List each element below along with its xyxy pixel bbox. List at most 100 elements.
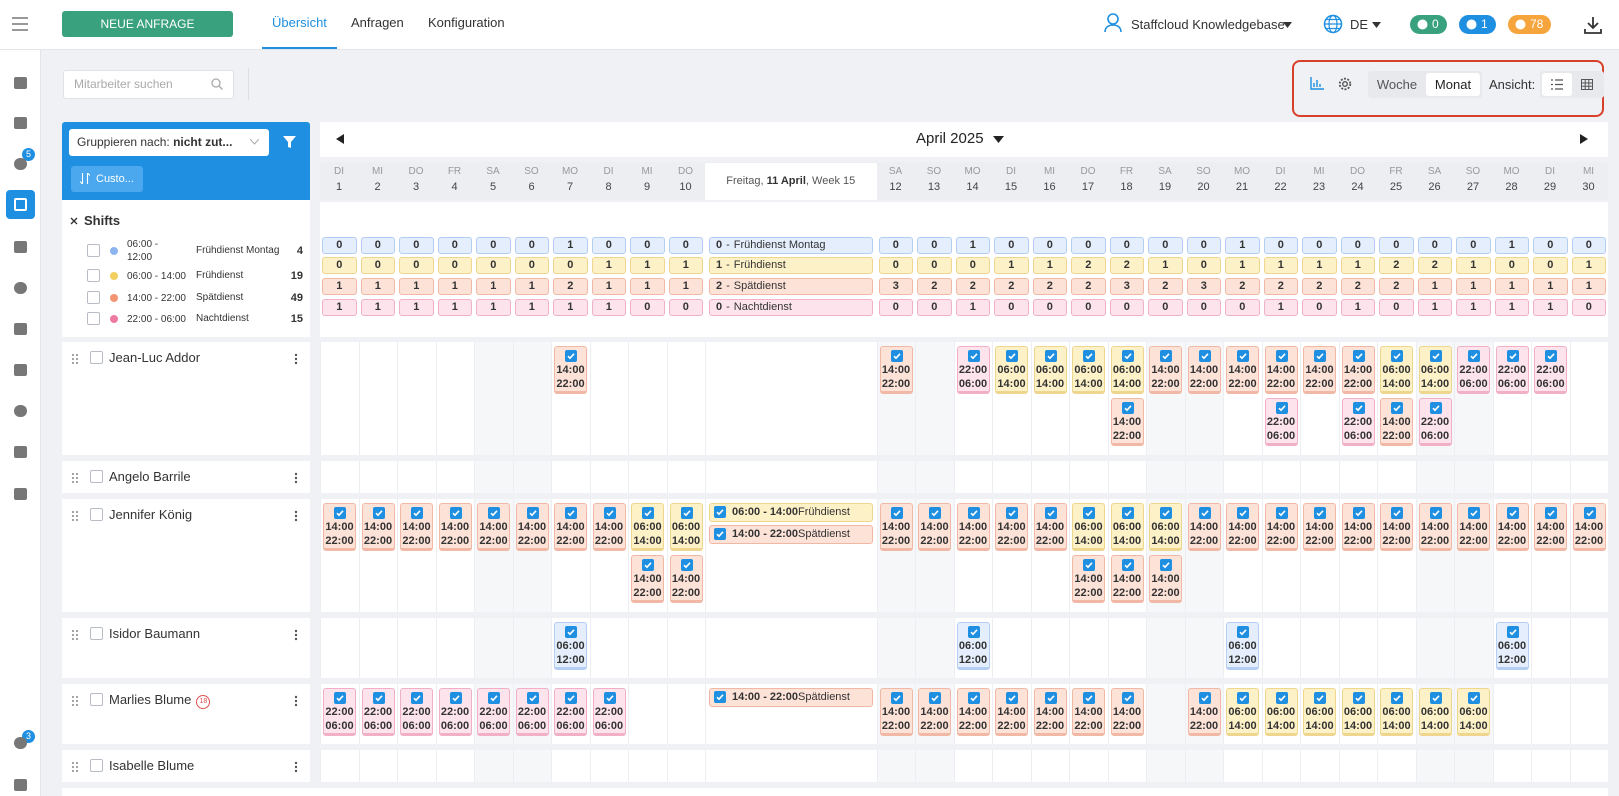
shift-card[interactable]: 06:00 14:00 — [1226, 688, 1259, 736]
drag-handle[interactable] — [71, 352, 79, 364]
shift-card[interactable]: 14:00 22:00 — [1226, 346, 1259, 394]
shift-card[interactable]: 06:00 14:00 — [1110, 346, 1144, 394]
shift-card[interactable]: 14:00 22:00 — [956, 688, 990, 736]
collapse-icon[interactable] — [70, 217, 78, 225]
notification-badge[interactable]: 1 — [1459, 15, 1496, 34]
period-option[interactable]: Woche — [1376, 77, 1418, 92]
shift-card[interactable]: 14:00 22:00 — [669, 555, 703, 603]
shift-card[interactable]: 14:00 22:00 — [1149, 346, 1182, 394]
checkbox[interactable] — [87, 291, 100, 304]
shift-card[interactable]: 14:00 22:00 — [554, 503, 587, 551]
shift-card[interactable]: 06:00 14:00 — [1149, 503, 1182, 551]
shift-card[interactable]: 14:00 22:00 — [554, 346, 587, 394]
shift-card[interactable]: 22:00 06:00 — [477, 688, 510, 736]
shift-card[interactable]: 14:00 22:00 — [323, 503, 356, 551]
shift-card[interactable]: 06:00 14:00 — [669, 503, 703, 551]
shift-card[interactable]: 06:00 14:00 — [1072, 503, 1105, 551]
shift-card[interactable]: 14:00 22:00 — [1380, 503, 1413, 551]
shift-card[interactable]: 14:00 22:00 — [1495, 503, 1529, 551]
shift-card[interactable]: 22:00 06:00 — [1341, 398, 1375, 446]
shift-card[interactable]: 14:00 22:00 — [400, 503, 433, 551]
sidebar-icon[interactable] — [14, 737, 27, 749]
sidebar-icon[interactable] — [14, 77, 27, 89]
shift-card[interactable]: 14:00 22:00 — [1110, 555, 1144, 603]
drag-handle[interactable] — [71, 694, 79, 706]
shift-card[interactable]: 06:00 14:00 — [1033, 346, 1067, 394]
shift-card[interactable]: 14:00 22:00 — [956, 503, 990, 551]
sidebar-icon[interactable] — [14, 323, 27, 335]
employee-name[interactable]: Isidor Baumann — [109, 626, 200, 641]
shift-card[interactable]: 14:00 22:00 — [1572, 503, 1606, 551]
tab[interactable]: Anfragen — [351, 15, 404, 30]
shift-card[interactable]: 06:00 14:00 — [1072, 346, 1105, 394]
employee-name[interactable]: Marlies Blume 18 — [109, 692, 211, 709]
shift-card[interactable]: 14:00 22:00 — [1110, 688, 1144, 736]
shift-card[interactable]: 14:00 22:00 — [1418, 503, 1452, 551]
checkbox[interactable] — [90, 351, 103, 364]
shift-card[interactable]: 14:00 22:00 — [918, 688, 951, 736]
drag-handle[interactable] — [71, 760, 79, 772]
sidebar-icon[interactable] — [14, 779, 27, 791]
shift-card[interactable]: 22:00 06:00 — [1495, 346, 1529, 394]
shift-card[interactable]: 14:00 22:00 — [918, 503, 951, 551]
shift-card[interactable]: 14:00 22:00 — [1187, 503, 1221, 551]
list-view-button[interactable] — [1542, 73, 1572, 96]
shift-card[interactable]: 06:00 14:00 — [1341, 688, 1375, 736]
filter-icon[interactable] — [283, 136, 296, 149]
shift-card[interactable]: 14:00 22:00 — [995, 503, 1028, 551]
shift-card[interactable]: 06:00 14:00 — [1457, 688, 1490, 736]
row-menu[interactable] — [294, 352, 298, 365]
shift-card[interactable]: 22:00 06:00 — [361, 688, 395, 736]
checkbox[interactable] — [90, 470, 103, 483]
shift-card[interactable]: 06:00 14:00 — [1380, 688, 1413, 736]
shift-card[interactable]: 14:00 22:00 — [515, 503, 549, 551]
shift-card[interactable]: 06:00 14:00 — [1380, 346, 1413, 394]
shift-card[interactable]: 14:00 22:00 — [1110, 398, 1144, 446]
shift-card[interactable]: 06:00 12:00 — [1495, 622, 1529, 670]
new-request-button[interactable]: NEUE ANFRAGE — [62, 11, 233, 37]
month-title[interactable]: April 2025 — [916, 130, 984, 147]
shift-card[interactable]: 14:00 22:00 — [1341, 346, 1375, 394]
shift-card[interactable]: 22:00 06:00 — [592, 688, 626, 736]
shift-card[interactable]: 14:00 22:00 — [1341, 503, 1375, 551]
settings-icon[interactable] — [1338, 77, 1352, 91]
shift-card[interactable]: 22:00 06:00 — [956, 346, 990, 394]
shift-card[interactable]: 14:00 22:00 — [361, 503, 395, 551]
row-menu[interactable] — [294, 628, 298, 641]
employee-name[interactable]: Isabelle Blume — [109, 758, 194, 773]
search-box[interactable] — [63, 70, 234, 99]
shift-card[interactable]: 22:00 06:00 — [1457, 346, 1490, 394]
shift-card[interactable]: 14:00 22:00 — [879, 688, 913, 736]
account-name[interactable]: Staffcloud Knowledgebase — [1131, 17, 1285, 32]
shift-card[interactable]: 14:00 22:00 — [438, 503, 472, 551]
row-menu[interactable] — [294, 509, 298, 522]
chat-badge[interactable]: 0 — [1410, 15, 1447, 34]
shift-card[interactable]: 22:00 06:00 — [1418, 398, 1452, 446]
shift-card[interactable]: 14:00 22:00 — [1303, 346, 1336, 394]
menu-icon[interactable] — [12, 17, 28, 31]
shift-card[interactable]: 22:00 06:00 — [554, 688, 587, 736]
checkbox[interactable] — [90, 759, 103, 772]
shift-card[interactable]: 14:00 22:00 — [1072, 688, 1105, 736]
shift-card[interactable]: 14:00 22:00 — [1033, 503, 1067, 551]
next-month[interactable] — [1580, 134, 1588, 144]
tab[interactable]: Übersicht — [272, 15, 327, 30]
shift-card[interactable]: 14:00 22:00 — [1264, 346, 1298, 394]
row-menu[interactable] — [294, 760, 298, 773]
grid-view-button[interactable] — [1581, 79, 1593, 90]
sidebar-icon[interactable] — [14, 488, 27, 500]
shift-card[interactable]: 14:00 22:00 — [477, 503, 510, 551]
group-dropdown[interactable]: Gruppieren nach: nicht zut... — [69, 129, 269, 156]
sidebar-icon[interactable] — [14, 364, 27, 376]
shift-card[interactable]: 06:00 12:00 — [554, 622, 587, 670]
employee-name[interactable]: Jean-Luc Addor — [109, 350, 200, 365]
download-icon[interactable] — [1584, 16, 1602, 34]
shift-bar[interactable]: 06:00 - 14:00 Frühdienst — [709, 503, 873, 522]
checkbox[interactable] — [87, 312, 100, 325]
shift-card[interactable]: 14:00 22:00 — [631, 555, 664, 603]
shift-card[interactable]: 14:00 22:00 — [1303, 503, 1336, 551]
shift-card[interactable]: 22:00 06:00 — [400, 688, 433, 736]
shift-card[interactable]: 06:00 12:00 — [956, 622, 990, 670]
shift-card[interactable]: 14:00 22:00 — [879, 346, 913, 394]
checkbox[interactable] — [90, 508, 103, 521]
